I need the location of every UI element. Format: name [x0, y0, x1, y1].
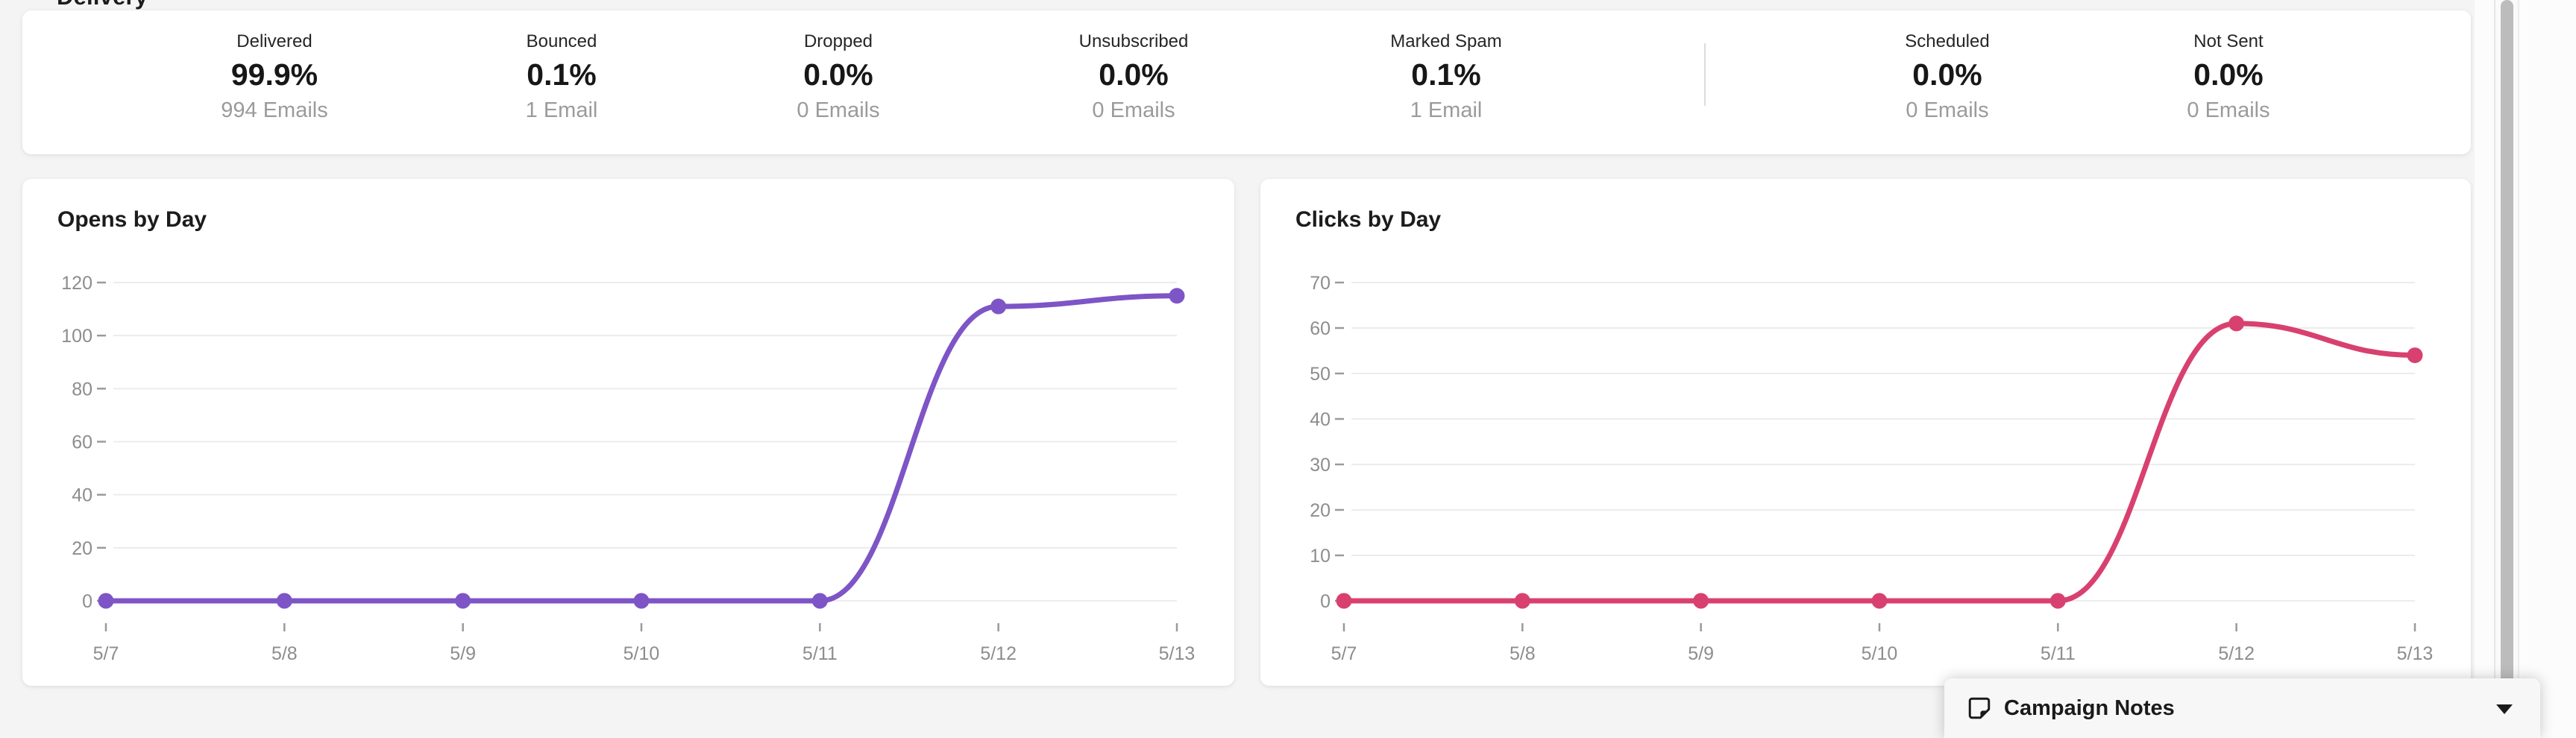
- right-gutter: [2475, 0, 2576, 738]
- opens-by-day-chart[interactable]: 0 20 40 60 80 100 120 5/7 5/8 5/9 5/10 5/11 5/12 5/13: [60, 253, 1223, 671]
- x-tick-label: 5/8: [271, 643, 298, 664]
- x-tick-label: 5/10: [1862, 643, 1898, 664]
- opens-line: [103, 293, 1180, 604]
- stat-value: 0.0%: [1912, 57, 1982, 92]
- caret-down-icon[interactable]: [2495, 704, 2513, 715]
- clicks-by-day-chart[interactable]: 0 10 20 30 40 50 60 70 5/7 5/8 5/9 5/10 5/11 5/12 5/13: [1298, 253, 2461, 671]
- y-tick-label: 30: [1310, 455, 1331, 476]
- campaign-notes-header[interactable]: Campaign Notes: [1944, 678, 2540, 738]
- y-tick-label: 120: [61, 273, 92, 294]
- campaign-notes-title: Campaign Notes: [2004, 696, 2175, 720]
- data-point[interactable]: [455, 593, 471, 609]
- data-point[interactable]: [1514, 593, 1530, 609]
- data-point[interactable]: [990, 298, 1007, 315]
- stat-value: 0.0%: [1099, 57, 1169, 92]
- x-tick-label: 5/10: [623, 643, 660, 664]
- data-point[interactable]: [633, 593, 650, 609]
- scrollbar-thumb[interactable]: [2501, 0, 2513, 738]
- stat-value: 0.0%: [2193, 57, 2264, 92]
- y-tick-label: 40: [1310, 409, 1331, 430]
- stat-scheduled: Scheduled 0.0% 0 Emails: [1905, 31, 1989, 123]
- stat-detail: 994 Emails: [221, 98, 328, 122]
- stat-detail: 1 Email: [1410, 98, 1483, 122]
- stat-detail: 0 Emails: [1906, 98, 1989, 122]
- data-point[interactable]: [1336, 593, 1352, 609]
- stat-label: Marked Spam: [1390, 31, 1502, 51]
- x-tick-label: 5/13: [2397, 643, 2434, 664]
- data-point[interactable]: [1169, 288, 1185, 304]
- stat-label: Not Sent: [2193, 31, 2264, 51]
- y-tick-label: 70: [1310, 273, 1331, 294]
- stat-unsubscribed: Unsubscribed 0.0% 0 Emails: [1079, 31, 1189, 123]
- y-tick-label: 0: [82, 591, 92, 612]
- x-tick-label: 5/12: [980, 643, 1017, 664]
- clicks-chart-title: Clicks by Day: [1295, 207, 1442, 232]
- opens-by-day-card: Opens by Day 0 20 40 60 80 100 120 5/7 5/8 5/9 5/1…: [22, 179, 1234, 686]
- stat-detail: 0 Emails: [797, 98, 880, 122]
- y-tick-label: 60: [1310, 318, 1331, 339]
- stat-value: 0.1%: [527, 57, 597, 92]
- delivery-stats-card: Delivered 99.9% 994 Emails Bounced 0.1% 1 Ema…: [22, 10, 2471, 154]
- stat-value: 0.0%: [803, 57, 873, 92]
- stat-detail: 0 Emails: [2187, 98, 2270, 122]
- x-tick-label: 5/7: [1331, 643, 1357, 664]
- y-tick-label: 20: [72, 538, 92, 559]
- stat-marked-spam: Marked Spam 0.1% 1 Email: [1390, 31, 1501, 123]
- data-point[interactable]: [811, 593, 828, 609]
- x-tick-label: 5/11: [802, 643, 838, 664]
- stat-label: Unsubscribed: [1078, 31, 1189, 51]
- stat-label: Dropped: [803, 31, 873, 51]
- y-tick-label: 80: [72, 379, 92, 400]
- stat-detail: 0 Emails: [1092, 98, 1175, 122]
- stat-label: Delivered: [236, 31, 312, 51]
- stat-label: Bounced: [526, 31, 597, 51]
- data-point[interactable]: [2228, 315, 2245, 332]
- stat-not-sent: Not Sent 0.0% 0 Emails: [2187, 31, 2269, 123]
- clicks-chart-area[interactable]: 0 10 20 30 40 50 60 70 5/7 5/8 5/9 5/10 5/11 5/12 5/13: [1298, 253, 2461, 675]
- delivery-section-heading: Delivery: [57, 0, 148, 10]
- y-tick-label: 60: [72, 432, 92, 453]
- campaign-notes-panel[interactable]: Campaign Notes: [1944, 678, 2540, 738]
- y-tick-label: 40: [72, 485, 92, 506]
- stat-detail: 1 Email: [525, 98, 598, 122]
- y-tick-label: 50: [1310, 364, 1331, 385]
- stat-delivered: Delivered 99.9% 994 Emails: [221, 31, 327, 123]
- clicks-line: [1341, 321, 2418, 604]
- data-point[interactable]: [2049, 593, 2066, 609]
- clicks-by-day-card: Clicks by Day 0 10 20 30 40 50 60 70 5/7 5/8 5/9 5/…: [1260, 179, 2471, 686]
- data-point[interactable]: [1871, 593, 1888, 609]
- x-tick-label: 5/12: [2218, 643, 2255, 664]
- note-icon: [1968, 697, 1991, 719]
- stat-bounced: Bounced 0.1% 1 Email: [526, 31, 598, 123]
- data-point[interactable]: [276, 593, 292, 609]
- stat-value: 0.1%: [1411, 57, 1481, 92]
- opens-chart-title: Opens by Day: [57, 207, 207, 232]
- x-tick-label: 5/9: [450, 643, 476, 664]
- scrollbar-track[interactable]: [2494, 0, 2519, 738]
- stat-label: Scheduled: [1905, 31, 1990, 51]
- y-tick-label: 20: [1310, 500, 1331, 521]
- x-tick-label: 5/7: [93, 643, 119, 664]
- data-point[interactable]: [2407, 347, 2423, 364]
- opens-chart-area[interactable]: 0 20 40 60 80 100 120 5/7 5/8 5/9 5/10 5/11 5/12 5/13: [60, 253, 1223, 675]
- y-tick-label: 10: [1310, 546, 1331, 567]
- stat-dropped: Dropped 0.0% 0 Emails: [797, 31, 879, 123]
- x-tick-label: 5/9: [1688, 643, 1714, 664]
- y-tick-label: 100: [61, 326, 92, 347]
- data-point[interactable]: [98, 593, 114, 609]
- stat-value: 99.9%: [230, 57, 318, 92]
- y-tick-label: 0: [1320, 591, 1331, 612]
- x-tick-label: 5/8: [1510, 643, 1536, 664]
- stats-divider: [1704, 43, 1706, 106]
- x-tick-label: 5/13: [1159, 643, 1196, 664]
- x-tick-label: 5/11: [2041, 643, 2076, 664]
- data-point[interactable]: [1693, 593, 1709, 609]
